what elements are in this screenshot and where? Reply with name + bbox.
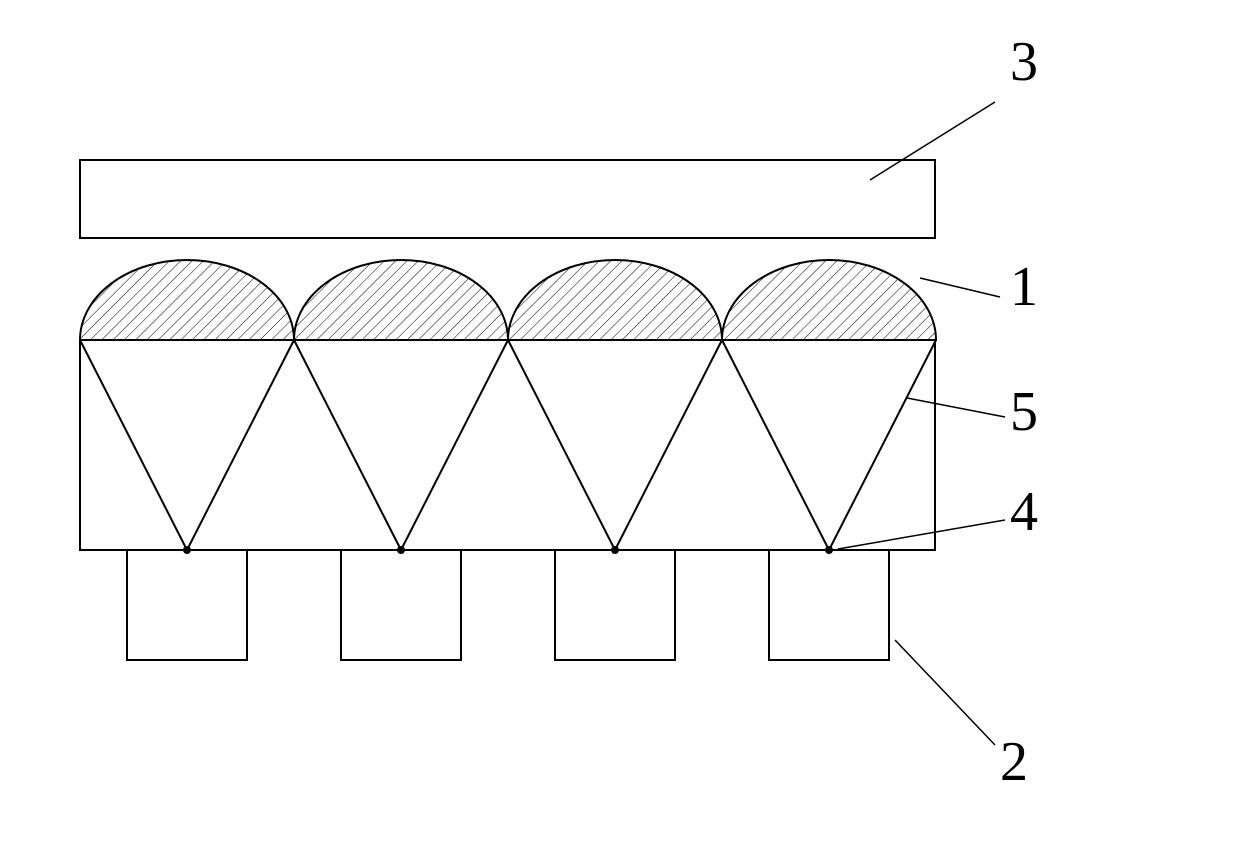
callout-label: 5 <box>1010 381 1038 443</box>
lens-cap <box>508 260 722 340</box>
detector-rect <box>127 550 247 660</box>
cone-edge <box>294 340 401 550</box>
leader-line <box>895 640 995 745</box>
lens-cap <box>294 260 508 340</box>
callout-label: 4 <box>1010 481 1038 543</box>
cone-edge <box>722 340 829 550</box>
callout-label: 2 <box>1000 731 1028 793</box>
leader-line <box>907 398 1005 417</box>
lens-cap <box>80 260 294 340</box>
callout-label: 3 <box>1010 31 1038 93</box>
cone-edge <box>829 340 936 550</box>
cone-edge <box>80 340 187 550</box>
top-layer-rect <box>80 160 935 238</box>
leader-line <box>920 278 1000 297</box>
detector-rect <box>341 550 461 660</box>
cone-layer-rect <box>80 340 935 550</box>
detector-rect <box>769 550 889 660</box>
cone-edge <box>187 340 294 550</box>
cone-edge <box>615 340 722 550</box>
lens-cap <box>722 260 936 340</box>
leader-line <box>838 520 1005 549</box>
detector-rect <box>555 550 675 660</box>
cone-edge <box>508 340 615 550</box>
callout-label: 1 <box>1010 256 1038 318</box>
leader-line <box>870 102 995 180</box>
cone-edge <box>401 340 508 550</box>
